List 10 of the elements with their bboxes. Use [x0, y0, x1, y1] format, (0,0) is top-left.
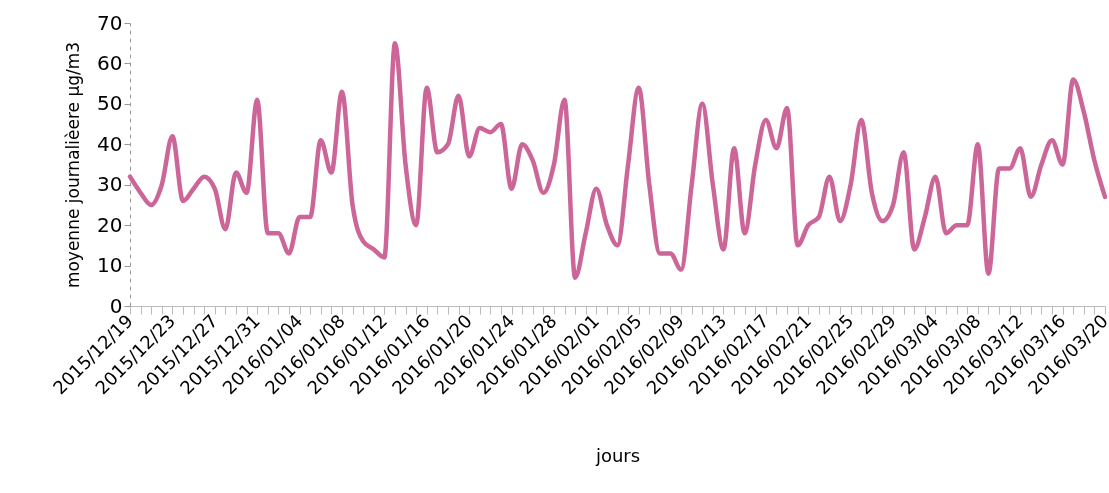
- y-tick-label: 40: [97, 131, 123, 156]
- x-axis-title: jours: [594, 445, 641, 467]
- y-tick-label: 70: [97, 10, 123, 35]
- y-tick-label: 30: [97, 172, 123, 197]
- y-tick-label: 50: [97, 91, 123, 116]
- line-series: [127, 40, 1108, 280]
- y-axis-title: moyenne journalièere µg/m3: [63, 41, 84, 289]
- y-tick-label: 10: [97, 253, 123, 278]
- y-tick-label: 20: [97, 212, 123, 237]
- y-tick-label: 60: [97, 50, 123, 75]
